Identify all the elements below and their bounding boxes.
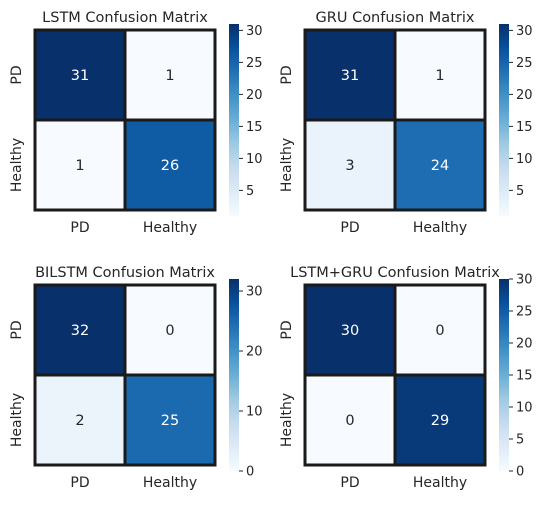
colorbar-tick-label: 25: [516, 305, 533, 320]
heatmap-cell: [33, 373, 127, 467]
colorbar-tick-label: 10: [246, 405, 263, 420]
row-tick-label: Healthy: [279, 393, 295, 447]
confusion-matrix-panel-1: LSTM Confusion Matrix 31 1 1 26 PD Healthy PD He…: [9, 10, 263, 236]
colorbar-tick-label: 15: [246, 120, 263, 135]
column-tick-label: PD: [340, 220, 359, 236]
row-tick-label: PD: [9, 65, 25, 84]
colorbar-tick-label: 30: [516, 24, 533, 39]
colorbar-tick-label: 30: [246, 285, 263, 300]
cell-value-label: 1: [165, 68, 174, 84]
column-tick-label: PD: [70, 220, 89, 236]
chart-title: GRU Confusion Matrix: [316, 10, 475, 26]
colorbar: [499, 24, 509, 216]
cell-value-label: 1: [435, 68, 444, 84]
heatmap-cell: [303, 373, 397, 467]
heatmap-cell: [123, 283, 217, 377]
chart-title: LSTM+GRU Confusion Matrix: [290, 265, 500, 281]
colorbar-tick-label: 20: [516, 337, 533, 352]
heatmap-cell: [123, 373, 217, 467]
chart-title: LSTM Confusion Matrix: [42, 10, 208, 26]
cell-value-label: 31: [71, 68, 89, 84]
cell-value-label: 0: [165, 323, 174, 339]
chart-title: BILSTM Confusion Matrix: [35, 265, 215, 281]
cell-value-label: 32: [71, 323, 89, 339]
heatmap-cell: [393, 283, 487, 377]
cell-value-label: 2: [75, 413, 84, 429]
colorbar: [229, 279, 239, 471]
cell-value-label: 3: [345, 158, 354, 174]
confusion-matrix-panel-4: LSTM+GRU Confusion Matrix 30 0 0 29 PD Healthy…: [279, 265, 533, 491]
colorbar-tick-label: 30: [516, 273, 533, 288]
heatmap-cell: [33, 28, 127, 122]
row-tick-label: Healthy: [9, 393, 25, 447]
heatmap-cell: [33, 118, 127, 212]
row-tick-label: Healthy: [279, 138, 295, 192]
colorbar-tick-label: 0: [516, 465, 524, 480]
cell-value-label: 24: [431, 158, 449, 174]
cell-value-label: 26: [161, 158, 179, 174]
colorbar-tick-label: 15: [516, 120, 533, 135]
cell-value-label: 1: [75, 158, 84, 174]
heatmap-cell: [303, 28, 397, 122]
colorbar-tick-label: 20: [246, 88, 263, 103]
cell-value-label: 25: [161, 413, 179, 429]
colorbar: [499, 279, 509, 471]
colorbar-tick-label: 10: [516, 152, 533, 167]
column-tick-label: Healthy: [413, 475, 467, 491]
cell-value-label: 30: [341, 323, 359, 339]
heatmap-cell: [303, 283, 397, 377]
heatmap-cell: [393, 118, 487, 212]
colorbar-tick-label: 25: [516, 56, 533, 71]
column-tick-label: Healthy: [143, 475, 197, 491]
column-tick-label: Healthy: [143, 220, 197, 236]
row-tick-label: PD: [279, 65, 295, 84]
heatmap-cell: [303, 118, 397, 212]
colorbar-tick-label: 10: [246, 152, 263, 167]
column-tick-label: PD: [340, 475, 359, 491]
column-tick-label: PD: [70, 475, 89, 491]
colorbar-tick-label: 15: [516, 369, 533, 384]
colorbar-tick-label: 25: [246, 56, 263, 71]
confusion-matrix-panel-2: GRU Confusion Matrix 31 1 3 24 PD Healthy PD Hea…: [279, 10, 533, 236]
heatmap-cell: [123, 118, 217, 212]
colorbar-tick-label: 10: [516, 401, 533, 416]
colorbar-tick-label: 5: [246, 184, 254, 199]
colorbar-tick-label: 20: [516, 88, 533, 103]
colorbar-tick-label: 20: [246, 345, 263, 360]
row-tick-label: Healthy: [9, 138, 25, 192]
heatmap-cell: [393, 28, 487, 122]
colorbar-tick-label: 30: [246, 24, 263, 39]
cell-value-label: 0: [345, 413, 354, 429]
colorbar: [229, 24, 239, 216]
cell-value-label: 0: [435, 323, 444, 339]
confusion-matrix-panel-3: BILSTM Confusion Matrix 32 0 2 25 PD Healthy PD…: [9, 265, 263, 491]
column-tick-label: Healthy: [413, 220, 467, 236]
colorbar-tick-label: 0: [246, 465, 254, 480]
row-tick-label: PD: [279, 320, 295, 339]
colorbar-tick-label: 5: [516, 184, 524, 199]
cell-value-label: 29: [431, 413, 449, 429]
row-tick-label: PD: [9, 320, 25, 339]
heatmap-cell: [33, 283, 127, 377]
colorbar-tick-label: 5: [516, 433, 524, 448]
heatmap-cell: [393, 373, 487, 467]
cell-value-label: 31: [341, 68, 359, 84]
